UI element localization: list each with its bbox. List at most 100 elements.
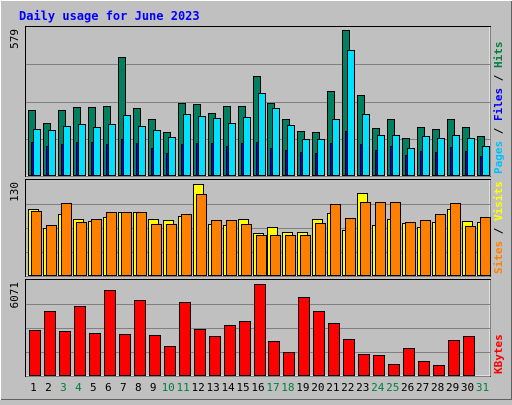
day-label: 23 — [356, 381, 369, 394]
bar-sites — [315, 223, 326, 276]
chart-panel: 579 Pages / Files / Hits — [8, 26, 505, 177]
day-label: 18 — [281, 381, 294, 394]
day-label: 26 — [401, 381, 414, 394]
series-label-hits: Hits — [492, 42, 505, 69]
bar-sites — [420, 220, 431, 276]
bar-pages — [287, 125, 295, 176]
bar-pages — [243, 117, 251, 176]
bar-pages — [108, 124, 116, 176]
bar-kbytes — [134, 300, 146, 376]
bar-pages — [317, 139, 325, 176]
bar-sites — [360, 202, 371, 276]
series-label-sites: Sites — [492, 241, 505, 274]
bar-sites — [91, 219, 102, 276]
bar-sites — [241, 224, 252, 276]
day-label: 1 — [30, 381, 37, 394]
bar-kbytes — [239, 321, 251, 376]
bar-pages — [198, 116, 206, 176]
bar-pages — [138, 126, 146, 176]
bar-pages — [407, 148, 415, 176]
bar-kbytes — [89, 333, 101, 376]
bar-kbytes — [373, 355, 385, 376]
bar-pages — [213, 118, 221, 176]
chart-title: Daily usage for June 2023 — [19, 9, 200, 23]
bar-sites — [136, 212, 147, 276]
day-label: 7 — [120, 381, 127, 394]
day-label: 16 — [251, 381, 264, 394]
bar-kbytes — [283, 352, 295, 376]
chart-panel: 6071 KBytes — [8, 279, 505, 377]
y-max-label: 579 — [8, 29, 21, 49]
bar-pages — [467, 138, 475, 176]
bar-kbytes — [463, 336, 475, 376]
day-label: 3 — [60, 381, 67, 394]
y-max-label: 6071 — [8, 282, 21, 309]
day-label: 30 — [461, 381, 474, 394]
bar-sites — [61, 203, 72, 276]
bar-kbytes — [224, 325, 236, 376]
series-label-files: Files — [492, 88, 505, 121]
bar-pages — [153, 130, 161, 176]
series-label-pages: Pages — [492, 141, 505, 174]
bar-sites — [166, 224, 177, 276]
y-max-label: 130 — [8, 182, 21, 202]
day-label: 20 — [311, 381, 324, 394]
bar-kbytes — [254, 284, 266, 376]
day-label: 11 — [177, 381, 190, 394]
series-axis-label: Pages / Files / Hits — [492, 42, 505, 175]
label-separator: / — [492, 121, 505, 141]
day-label: 10 — [162, 381, 175, 394]
bar-sites — [390, 202, 401, 276]
bar-sites — [480, 217, 491, 276]
bar-sites — [465, 226, 476, 276]
bar-pages — [482, 146, 490, 176]
day-label: 2 — [45, 381, 52, 394]
bar-pages — [78, 124, 86, 176]
bar-sites — [151, 224, 162, 276]
series-label-kbytes: KBytes — [492, 334, 505, 374]
bar-kbytes — [433, 365, 445, 376]
bar-kbytes — [209, 336, 221, 376]
bar-sites — [435, 214, 446, 276]
bar-pages — [362, 114, 370, 176]
bar-kbytes — [358, 354, 370, 376]
label-separator: / — [492, 221, 505, 241]
bar-pages — [437, 138, 445, 176]
series-axis-label: KBytes — [492, 334, 505, 374]
bar-pages — [272, 108, 280, 176]
day-label: 13 — [206, 381, 219, 394]
bar-pages — [33, 129, 41, 176]
bar-kbytes — [448, 340, 460, 376]
day-label: 25 — [386, 381, 399, 394]
day-label: 17 — [266, 381, 279, 394]
day-label: 27 — [416, 381, 429, 394]
bar-kbytes — [328, 323, 340, 376]
bar-kbytes — [119, 334, 131, 376]
bar-sites — [375, 202, 386, 276]
bar-pages — [63, 126, 71, 176]
bar-kbytes — [418, 361, 430, 376]
day-label: 19 — [296, 381, 309, 394]
day-label: 24 — [371, 381, 385, 394]
bar-pages — [183, 114, 191, 176]
day-label: 12 — [192, 381, 205, 394]
bar-pages — [93, 127, 101, 176]
bar-kbytes — [74, 306, 86, 376]
bar-kbytes — [403, 348, 415, 376]
bar-kbytes — [388, 364, 400, 376]
bar-kbytes — [298, 297, 310, 376]
bar-kbytes — [164, 346, 176, 376]
bar-pages — [452, 135, 460, 176]
bar-kbytes — [268, 341, 280, 376]
bar-pages — [258, 93, 266, 176]
day-label: 21 — [326, 381, 339, 394]
bar-pages — [168, 137, 176, 176]
day-label: 28 — [431, 381, 444, 394]
bar-sites — [31, 211, 42, 276]
bar-kbytes — [343, 339, 355, 376]
bar-sites — [106, 212, 117, 276]
bar-sites — [226, 220, 237, 276]
bar-sites — [285, 235, 296, 276]
